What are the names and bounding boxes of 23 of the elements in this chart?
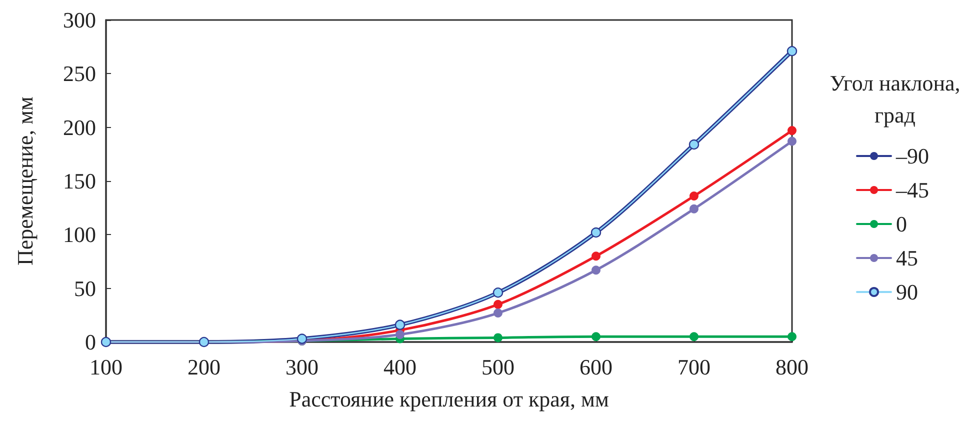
legend-label: –90 bbox=[895, 144, 929, 168]
legend-label: –45 bbox=[895, 178, 929, 202]
y-tick-label: 100 bbox=[63, 222, 96, 248]
y-axis-title: Перемещение, мм bbox=[12, 96, 38, 266]
legend-label: 90 bbox=[896, 280, 918, 304]
y-tick-label: 50 bbox=[74, 276, 96, 301]
y-tick-label: 300 bbox=[63, 8, 96, 32]
x-tick-label: 700 bbox=[678, 354, 710, 380]
x-tick-label: 500 bbox=[482, 354, 514, 380]
x-tick-label: 800 bbox=[776, 354, 808, 380]
x-tick-label: 600 bbox=[580, 354, 612, 380]
legend-label: 0 bbox=[896, 212, 907, 236]
x-tick-label: 200 bbox=[188, 354, 220, 380]
y-tick-label: 250 bbox=[63, 61, 96, 86]
legend-title: Угол наклона, град bbox=[830, 70, 960, 128]
x-tick-label: 300 bbox=[286, 354, 318, 380]
x-tick-label: 400 bbox=[384, 354, 416, 380]
y-tick-label: 0 bbox=[85, 330, 96, 354]
y-tick-label: 150 bbox=[63, 168, 96, 194]
x-axis-title: Расстояние крепления от края, мм bbox=[289, 386, 609, 412]
y-tick-label: 200 bbox=[63, 114, 96, 140]
legend-label: 45 bbox=[896, 246, 918, 270]
x-tick-label: 100 bbox=[90, 354, 122, 380]
